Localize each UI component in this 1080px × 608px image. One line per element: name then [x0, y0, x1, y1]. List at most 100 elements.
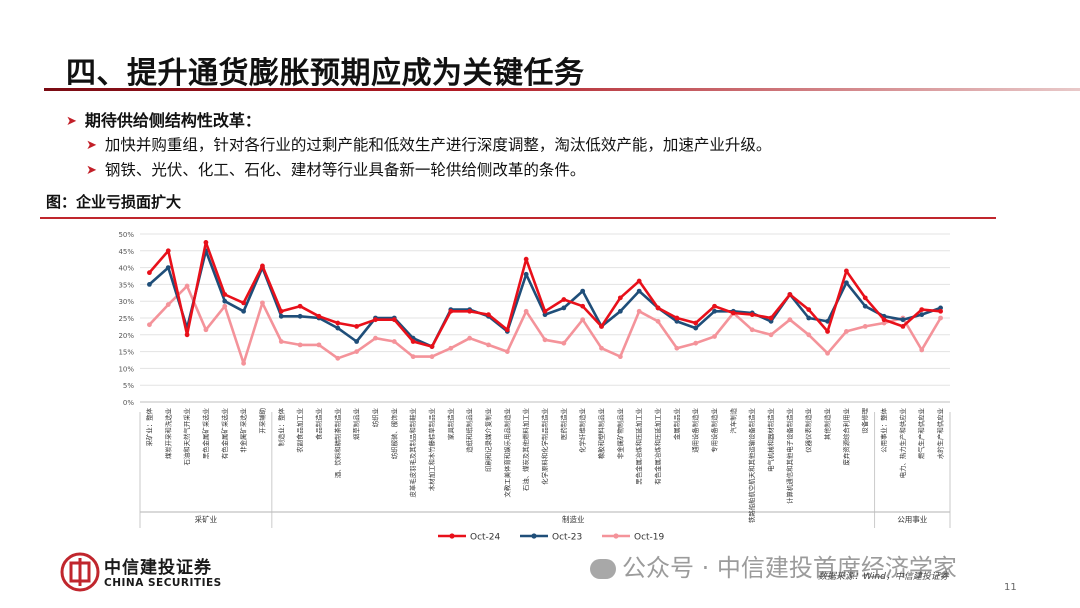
bullet-main: ➤ 期待供给侧结构性改革：: [66, 107, 261, 131]
data-point: [655, 305, 661, 311]
x-tick-label: 有色金属矿采选业: [220, 407, 229, 459]
data-point: [712, 308, 717, 314]
data-point: [617, 354, 623, 360]
x-tick-label: 制造业：整体: [276, 407, 285, 446]
x-tick-label: 水的生产和供应业: [936, 407, 945, 459]
data-point: [730, 310, 736, 316]
y-tick-label: 10%: [118, 365, 134, 373]
data-point: [523, 308, 529, 314]
data-point: [825, 329, 830, 334]
citic-logo-icon: [60, 552, 100, 592]
data-point: [335, 325, 341, 331]
data-point: [561, 340, 567, 346]
logo-text-en: CHINA SECURITIES: [104, 577, 222, 589]
y-tick-label: 30%: [118, 298, 134, 306]
x-tick-label: 废弃资源综合利用业: [841, 407, 850, 465]
x-tick-label: 金属制品业: [672, 407, 681, 440]
x-tick-label: 黑色金属冶炼和压延加工业: [634, 407, 643, 484]
data-point: [297, 303, 303, 309]
page-number: 11: [1004, 582, 1017, 593]
data-point: [580, 288, 586, 294]
data-point: [768, 332, 774, 338]
bullet-arrow-icon: ➤: [86, 138, 97, 153]
data-point: [693, 325, 699, 331]
data-point: [919, 307, 925, 312]
data-point: [165, 248, 171, 254]
data-point: [806, 315, 812, 321]
x-tick-label: 专用设备制造业: [710, 407, 719, 452]
x-tick-label: 医药制造业: [559, 407, 568, 440]
data-point: [373, 317, 378, 323]
loss-ratio-line-chart: 0% 5% 10% 15% 20% 25% 30% 35% 40% 45% 50% 采矿业：整体 煤炭…: [118, 231, 951, 543]
x-tick-label: 煤炭开采和洗选业: [163, 407, 172, 459]
data-point: [467, 308, 473, 314]
data-point: [825, 318, 830, 324]
x-tick-label: 非金属矿采选业: [239, 407, 248, 452]
data-point: [354, 324, 360, 329]
y-tick-label: 25%: [118, 315, 134, 323]
data-point: [843, 268, 849, 274]
bullet-arrow-icon: ➤: [86, 163, 97, 178]
data-point: [655, 318, 661, 324]
data-point: [561, 297, 567, 302]
y-tick-label: 35%: [118, 281, 134, 289]
bullet-main-text: 期待供给侧结构性改革：: [84, 111, 261, 130]
bullet-sub-2: ➤ 钢铁、光伏、化工、石化、建材等行业具备新一轮供给侧改革的条件。: [86, 158, 585, 180]
x-tick-label: 酒、饮料和精制茶制造业: [333, 407, 342, 478]
data-point: [599, 345, 604, 351]
data-point: [938, 308, 943, 314]
data-point: [147, 322, 152, 328]
data-point: [260, 300, 265, 306]
y-tick-label: 0%: [123, 399, 134, 407]
data-point: [787, 292, 793, 297]
group-label: 公用事业: [897, 514, 927, 524]
data-point: [674, 318, 680, 324]
x-tick-label: 开采辅助: [257, 408, 266, 434]
data-point: [391, 339, 397, 344]
data-point: [429, 354, 435, 360]
x-tick-label: 纺织服装、服饰业: [389, 407, 398, 459]
figure-title: 图：企业亏损面扩大: [46, 193, 182, 211]
data-point: [523, 271, 529, 277]
data-point: [749, 327, 755, 333]
data-point: [787, 317, 793, 323]
legend-label: Oct-24: [470, 533, 501, 543]
legend-marker: [613, 533, 619, 539]
data-point: [919, 347, 925, 353]
chart-legend: Oct-24 Oct-23 Oct-19: [438, 533, 665, 543]
x-axis-groups: 采矿业 制造业 公用事业: [139, 412, 951, 528]
data-point: [843, 280, 849, 286]
data-point: [316, 313, 322, 319]
x-tick-label: 皮革毛皮羽毛及其制品和制鞋业: [408, 407, 417, 497]
data-point: [278, 308, 284, 314]
data-point: [712, 303, 717, 309]
data-point: [297, 313, 303, 319]
data-point: [410, 339, 416, 344]
wechat-icon: [590, 559, 616, 579]
data-point: [184, 283, 190, 289]
data-point: [165, 302, 171, 307]
data-point: [147, 282, 152, 287]
data-point: [391, 317, 397, 323]
y-tick-label: 50%: [118, 231, 134, 239]
data-point: [938, 315, 943, 321]
data-point: [843, 329, 849, 334]
legend-marker: [449, 533, 455, 539]
data-point: [617, 308, 623, 314]
title-underline: [44, 88, 1080, 91]
data-point: [222, 292, 228, 297]
data-point: [693, 320, 699, 326]
x-tick-label: 电气机械和器材制造业: [766, 407, 775, 472]
data-point: [636, 288, 642, 294]
data-point: [241, 300, 247, 306]
data-point: [712, 334, 717, 339]
data-point: [429, 344, 435, 349]
x-tick-label: 燃气生产和供应业: [917, 407, 926, 459]
data-point: [561, 305, 567, 311]
x-tick-label: 采矿业：整体: [144, 407, 153, 446]
x-tick-label: 化学原料和化学制品制造业: [540, 407, 549, 484]
data-point: [636, 308, 642, 314]
data-point: [825, 350, 830, 356]
x-tick-label: 食品制造业: [314, 407, 323, 440]
x-tick-label: 烟草制品业: [352, 407, 361, 440]
